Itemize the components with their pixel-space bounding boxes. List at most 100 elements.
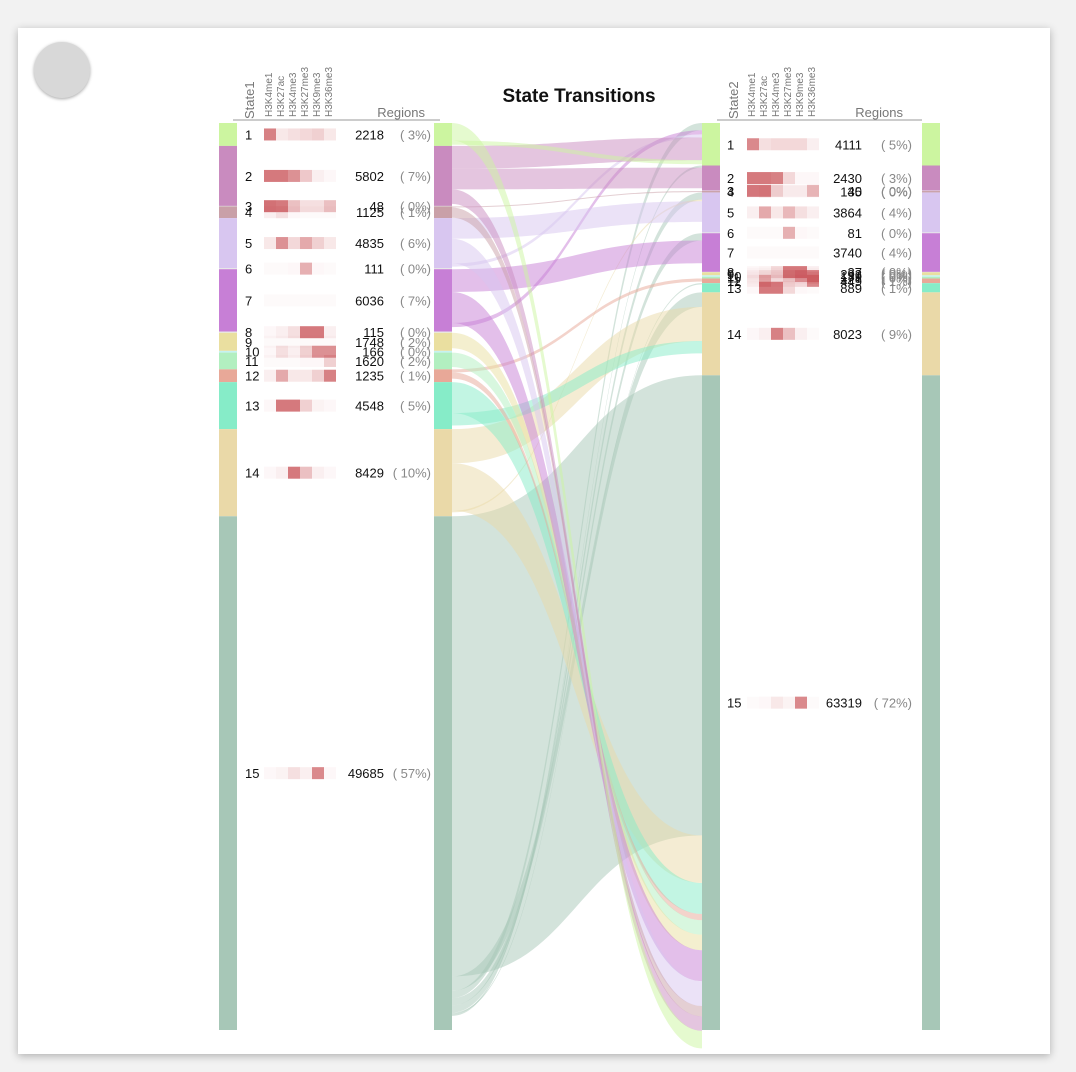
flow-15-to-1 — [452, 123, 702, 999]
left-state-count-8: 115 — [363, 325, 384, 340]
right-heat-cell-7-h3k4me3 — [771, 247, 783, 259]
right-inner-state-bar-5 — [702, 192, 720, 233]
right-state-pct-10: ( 0%) — [881, 269, 912, 284]
flow-1-to-15 — [452, 123, 702, 1049]
right-state-pct-12: ( 1%) — [881, 274, 912, 289]
left-heat-cell-15-h3k4me3 — [288, 767, 300, 780]
right-mark-header-h3k9me3: H3K9me3 — [795, 72, 806, 117]
left-inner-state-bar-11 — [434, 352, 452, 370]
left-outer-state-bar-8 — [219, 331, 237, 333]
right-state-pct-5: ( 4%) — [881, 205, 912, 220]
left-heat-cell-4-h3k9me3 — [312, 206, 324, 218]
flow-13-to-14 — [452, 340, 702, 426]
left-heat-cell-1-h3k27me3 — [300, 128, 312, 141]
left-heat-cell-6-h3k36me3 — [324, 263, 336, 275]
right-heat-cell-1-h3k27ac — [759, 138, 771, 151]
right-heat-cell-4-h3k4me3 — [771, 186, 783, 198]
right-inner-state-bar-13 — [702, 283, 720, 293]
right-heat-cell-8-h3k27me3 — [783, 266, 795, 279]
right-state-id-10: 10 — [727, 269, 741, 284]
right-heat-cell-6-h3k36me3 — [807, 227, 819, 239]
left-state-count-7: 6036 — [355, 293, 384, 308]
left-state-id-14: 14 — [245, 466, 259, 481]
right-state-count-15: 63319 — [826, 696, 862, 711]
right-state-pct-11: ( 0%) — [881, 271, 912, 286]
left-heat-cell-13-h3k36me3 — [324, 399, 336, 412]
right-state-count-2: 2430 — [833, 171, 862, 186]
right-outer-state-bar-13 — [922, 283, 940, 293]
right-state-count-6: 81 — [848, 226, 862, 241]
left-heat-cell-4-h3k27ac — [276, 206, 288, 219]
left-heat-cell-10-h3k4me3 — [288, 345, 300, 358]
left-state-pct-11: ( 2%) — [400, 354, 431, 369]
left-inner-state-bar-6 — [434, 268, 452, 270]
left-heat-cell-3-h3k36me3 — [324, 200, 336, 213]
left-outer-state-bar-7 — [219, 269, 237, 332]
right-outer-state-bar-14 — [922, 292, 940, 376]
right-state-count-12: 449 — [840, 274, 862, 289]
right-outer-state-bar-12 — [922, 278, 940, 284]
right-state-id-1: 1 — [727, 137, 734, 152]
avatar[interactable] — [34, 42, 90, 98]
left-state-count-10: 166 — [362, 345, 384, 360]
right-heat-cell-10-h3k27ac — [759, 270, 771, 283]
right-heat-cell-5-h3k36me3 — [807, 206, 819, 219]
left-state-id-15: 15 — [245, 766, 259, 781]
left-heat-cell-4-h3k4me1 — [264, 206, 276, 219]
left-heat-cell-12-h3k4me1 — [264, 369, 276, 382]
left-outer-state-bar-15 — [219, 516, 237, 1030]
right-heat-cell-4-h3k36me3 — [807, 186, 819, 198]
flow-4-to-4 — [452, 191, 702, 208]
left-outer-state-bar-5 — [219, 218, 237, 269]
right-mark-header-h3k27ac: H3K27ac — [759, 76, 770, 117]
right-heat-cell-15-h3k27me3 — [783, 696, 795, 709]
right-state-pct-6: ( 0%) — [881, 226, 912, 241]
right-heat-cell-12-h3k27me3 — [783, 274, 795, 287]
right-heat-cell-6-h3k27ac — [759, 227, 771, 239]
left-state-id-2: 2 — [245, 169, 252, 184]
left-heat-cell-13-h3k4me1 — [264, 399, 276, 412]
right-state-id-14: 14 — [727, 327, 741, 342]
left-heat-cell-1-h3k4me3 — [288, 128, 300, 141]
left-heat-cell-7-h3k36me3 — [324, 294, 336, 306]
right-state-id-5: 5 — [727, 205, 734, 220]
right-state-count-9: 293 — [840, 267, 862, 282]
right-state-id-8: 8 — [727, 265, 734, 280]
left-heat-cell-15-h3k27me3 — [300, 767, 312, 780]
left-state-count-5: 4835 — [355, 236, 384, 251]
left-heat-cell-2-h3k27me3 — [300, 169, 312, 182]
right-heat-cell-3-h3k4me3 — [771, 184, 783, 197]
right-state-count-5: 3864 — [833, 205, 862, 220]
right-state-count-14: 8023 — [833, 327, 862, 342]
right-heat-cell-13-h3k4me3 — [771, 281, 783, 294]
left-inner-state-bar-1 — [434, 123, 452, 146]
left-state-pct-5: ( 6%) — [400, 236, 431, 251]
left-state-count-12: 1235 — [355, 369, 384, 384]
right-heat-cell-1-h3k4me3 — [771, 138, 783, 151]
left-heat-cell-7-h3k9me3 — [312, 294, 324, 306]
right-heat-cell-3-h3k27me3 — [783, 184, 795, 197]
right-inner-state-bar-7 — [702, 233, 720, 272]
left-outer-state-bar-12 — [219, 369, 237, 383]
right-heat-cell-8-h3k4me1 — [747, 266, 759, 279]
right-state-count-13: 889 — [840, 281, 862, 296]
left-state-pct-12: ( 1%) — [400, 369, 431, 384]
left-heat-cell-5-h3k4me1 — [264, 237, 276, 250]
flow-14-to-15 — [452, 463, 702, 883]
right-heat-cell-5-h3k27me3 — [783, 206, 795, 219]
left-heat-cell-13-h3k27me3 — [300, 399, 312, 412]
left-heat-cell-7-h3k27me3 — [300, 294, 312, 306]
left-heat-cell-6-h3k27me3 — [300, 262, 312, 275]
left-heat-cell-11-h3k36me3 — [324, 354, 336, 367]
right-state-pct-9: ( 0%) — [881, 267, 912, 282]
left-state-pct-15: ( 57%) — [393, 766, 431, 781]
left-heat-cell-11-h3k4me3 — [288, 355, 300, 367]
right-state-pct-8: ( 0%) — [881, 265, 912, 280]
left-axis-label: State1 — [242, 81, 257, 119]
left-heat-cell-3-h3k4me3 — [288, 200, 300, 213]
right-state-pct-13: ( 1%) — [881, 281, 912, 296]
right-inner-state-bar-14 — [702, 292, 720, 376]
left-outer-state-bar-9 — [219, 332, 237, 351]
left-inner-state-bar-2 — [434, 145, 452, 206]
right-state-count-1: 4111 — [835, 137, 862, 152]
